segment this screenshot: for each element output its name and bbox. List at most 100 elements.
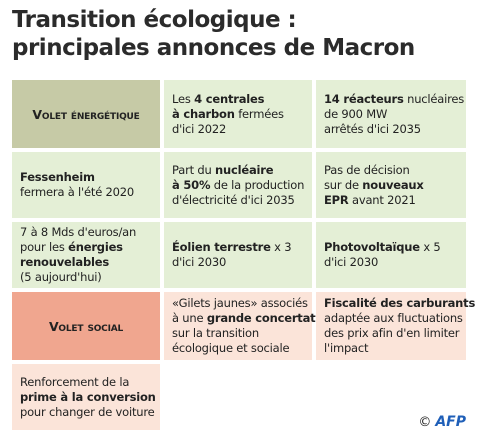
text-line: 7 à 8 Mds d'euros/an bbox=[20, 225, 152, 240]
text-line: à une grande concertation bbox=[172, 311, 335, 326]
text-line: l'impact bbox=[324, 341, 458, 356]
text-run: des prix afin d'en limiter bbox=[324, 326, 460, 340]
text-line: Fiscalité des carburants bbox=[324, 296, 475, 311]
text-line: Part du nucléaire bbox=[172, 163, 304, 178]
title-line: principales annonces de Macron bbox=[12, 35, 415, 61]
text-run: nucléaires bbox=[403, 91, 465, 106]
text-run: de 900 MW bbox=[324, 106, 388, 121]
text-run: nucléaire bbox=[215, 162, 274, 177]
text-line: Volet énergétique bbox=[32, 107, 139, 122]
text-run: arrêtés d'ici 2035 bbox=[324, 121, 421, 136]
text-line: Volet social bbox=[49, 319, 123, 334]
text-run: écologique et sociale bbox=[172, 341, 290, 355]
text-line: pour changer de voiture bbox=[20, 404, 155, 420]
announcement-cell: 14 réacteurs nucléaires de 900 MW arrêtés … bbox=[316, 80, 466, 148]
text-run: prime à la conversion bbox=[20, 389, 156, 404]
text-run: adaptée aux fluctuations bbox=[324, 311, 463, 325]
announcement-cell: Renforcement de la prime à la conversion p… bbox=[12, 364, 160, 430]
text-run: Pas de décision bbox=[324, 162, 410, 177]
text-line: fermera à l'été 2020 bbox=[20, 185, 152, 200]
text-run: l'impact bbox=[324, 341, 369, 355]
text-line: Pas de décision bbox=[324, 163, 458, 178]
text-run: Les bbox=[172, 91, 195, 106]
text-run: Volet social bbox=[48, 318, 124, 334]
text-run: Part du bbox=[172, 162, 216, 177]
announcement-cell: Éolien terrestre x 3 d'ici 2030 bbox=[164, 222, 312, 288]
text-line: pour les énergies bbox=[20, 240, 152, 255]
text-line: Renforcement de la bbox=[20, 375, 152, 390]
text-run: fermera à l'été 2020 bbox=[20, 185, 134, 199]
section-header: Volet énergétique bbox=[12, 80, 160, 148]
section-header: Volet social bbox=[12, 292, 160, 360]
text-run: énergies bbox=[68, 240, 123, 254]
text-line: Éolien terrestre x 3 bbox=[172, 240, 304, 255]
text-line: EPR avant 2021 bbox=[324, 193, 458, 208]
announcement-cell: Fiscalité des carburants adaptée aux fluc… bbox=[316, 292, 475, 360]
text-line: Les 4 centrales bbox=[172, 92, 304, 107]
text-line: renouvelables bbox=[20, 255, 152, 270]
text-line: à charbon fermées bbox=[172, 107, 304, 122]
text-line: sur la transition bbox=[172, 326, 304, 341]
credit: © bbox=[418, 414, 432, 430]
text-run: sur la transition bbox=[172, 326, 259, 340]
announcement-cell: 7 à 8 Mds d'euros/an pour les énergies ren… bbox=[12, 222, 160, 288]
text-line: Photovoltaïque x 5 bbox=[324, 240, 458, 255]
announcement-cell: Photovoltaïque x 5 d'ici 2030 bbox=[316, 222, 466, 288]
text-run: à charbon bbox=[172, 106, 235, 121]
text-line: adaptée aux fluctuations bbox=[324, 311, 463, 326]
text-line: (5 aujourd'hui) bbox=[20, 270, 152, 285]
footer: © AFP bbox=[418, 414, 466, 430]
title-line: Transition écologique : bbox=[12, 7, 297, 33]
text-run: 7 à 8 Mds d'euros/an bbox=[20, 225, 137, 239]
text-run: (5 aujourd'hui) bbox=[20, 270, 102, 284]
text-line: écologique et sociale bbox=[172, 341, 304, 356]
text-line: d'ici 2030 bbox=[172, 255, 304, 270]
text-run: d'électricité d'ici 2035 bbox=[172, 192, 295, 207]
text-run: sur de bbox=[324, 177, 363, 192]
text-line: 14 réacteurs nucléaires bbox=[324, 91, 464, 107]
text-run: Fessenheim bbox=[20, 170, 95, 184]
text-run: x 3 bbox=[270, 240, 292, 254]
announcement-cell: Fessenheim fermera à l'été 2020 bbox=[12, 152, 160, 218]
text-run: avant 2021 bbox=[348, 192, 416, 207]
text-line: à 50% de la production bbox=[172, 178, 304, 193]
text-run: 14 réacteurs bbox=[324, 91, 404, 106]
announcement-cell: Part du nucléaire à 50% de la production d… bbox=[164, 152, 312, 218]
text-run: renouvelables bbox=[20, 255, 109, 269]
text-run: nouveaux bbox=[362, 177, 424, 192]
text-line: d'ici 2030 bbox=[324, 255, 458, 270]
text-run: d'ici 2022 bbox=[172, 121, 227, 136]
text-run: Volet énergétique bbox=[32, 106, 140, 122]
text-run: Renforcement de la bbox=[20, 374, 130, 389]
text-run: x 5 bbox=[419, 240, 441, 254]
text-run: de la production bbox=[210, 177, 305, 192]
text-run: à 50% bbox=[172, 177, 211, 192]
text-line: d'électricité d'ici 2035 bbox=[172, 193, 304, 208]
text-line: Fessenheim bbox=[20, 170, 152, 185]
announcement-cell: «Gilets jaunes» associés à une grande con… bbox=[164, 292, 335, 360]
announcement-cell: Pas de décision sur de nouveaux EPR avant … bbox=[316, 152, 466, 218]
text-run: 4 centrales bbox=[194, 91, 265, 106]
announcement-grid: Volet énergétique Les 4 centrales à charbo… bbox=[12, 80, 475, 430]
logo: AFP bbox=[435, 414, 466, 430]
text-line: d'ici 2022 bbox=[172, 122, 304, 137]
text-run: Éolien terrestre bbox=[172, 240, 271, 254]
text-line: «Gilets jaunes» associés bbox=[172, 296, 308, 311]
text-line: prime à la conversion bbox=[20, 390, 156, 405]
title: Transition écologique : principales annon… bbox=[12, 6, 415, 62]
text-line: sur de nouveaux bbox=[324, 178, 458, 193]
text-run: d'ici 2030 bbox=[172, 255, 227, 269]
text-run: à une bbox=[172, 311, 207, 325]
text-run: grande concertation bbox=[206, 311, 335, 325]
text-line: arrêtés d'ici 2035 bbox=[324, 122, 458, 137]
announcement-cell: Les 4 centrales à charbon fermées d'ici 20… bbox=[164, 80, 312, 148]
text-run: «Gilets jaunes» associés bbox=[172, 296, 308, 310]
text-run: d'ici 2030 bbox=[324, 255, 379, 269]
text-run: EPR bbox=[324, 192, 349, 207]
text-line: des prix afin d'en limiter bbox=[324, 326, 460, 341]
text-run: fermées bbox=[234, 106, 284, 121]
text-run: pour changer de voiture bbox=[20, 404, 155, 419]
text-line: de 900 MW bbox=[324, 107, 458, 122]
text-run: Photovoltaïque bbox=[324, 240, 420, 254]
